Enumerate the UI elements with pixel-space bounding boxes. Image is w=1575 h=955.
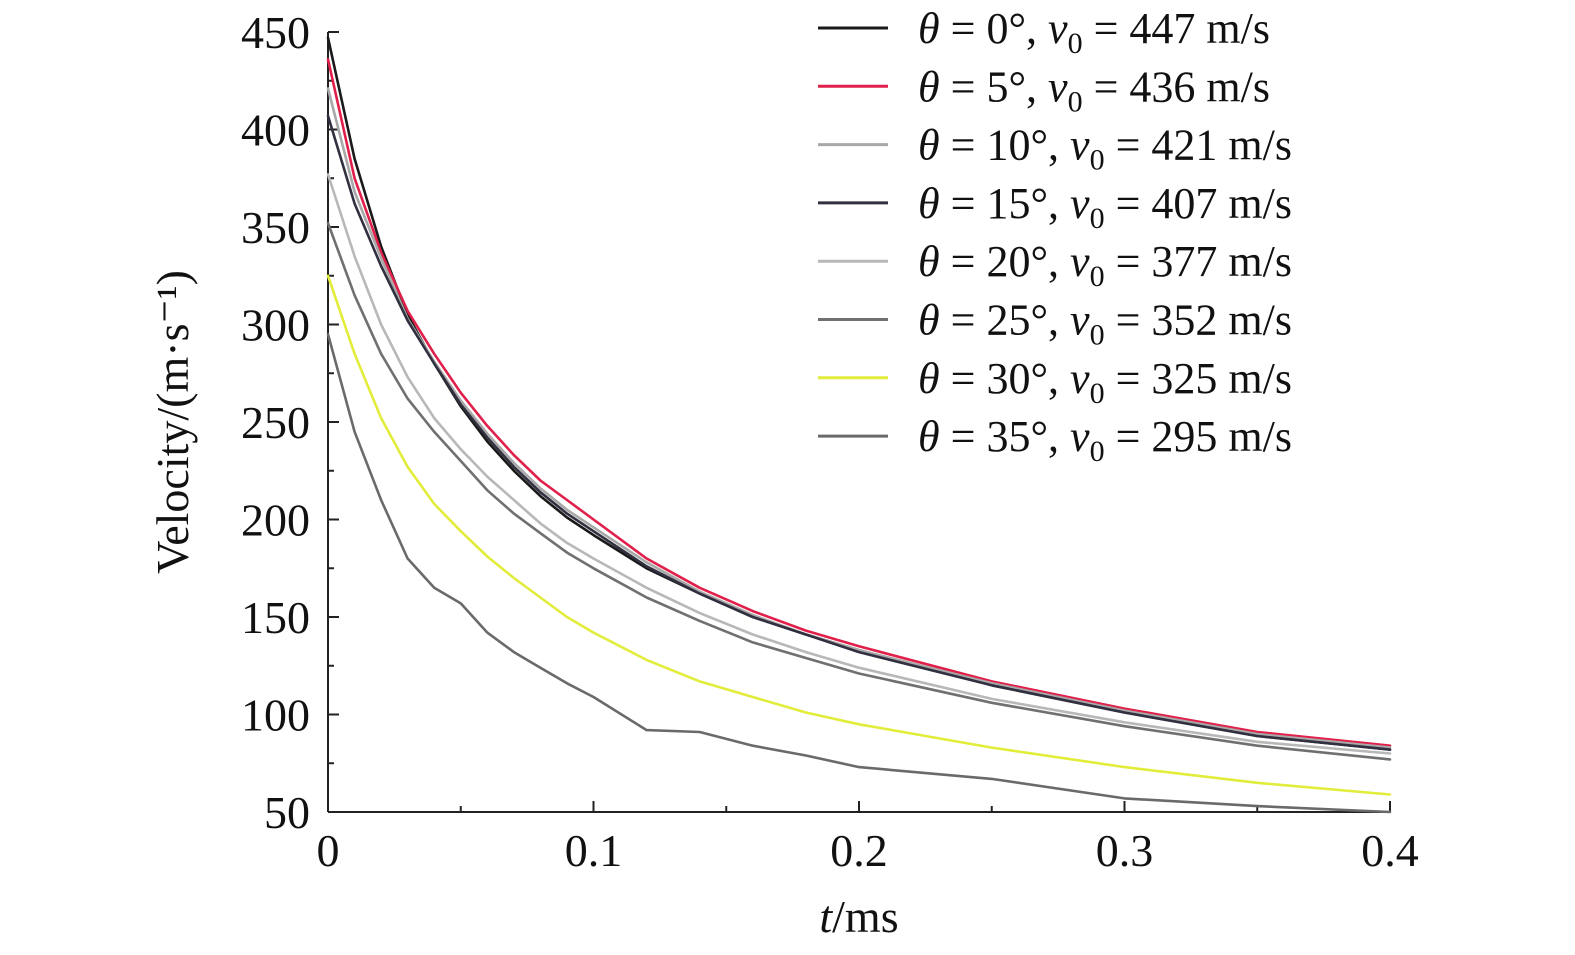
y-tick-label: 400 bbox=[241, 105, 310, 156]
series-line-4 bbox=[326, 173, 1392, 755]
series-line-6 bbox=[326, 274, 1392, 796]
legend-label-3: θ = 15°, v0 = 407 m/s bbox=[918, 179, 1292, 235]
x-tick-label: 0.1 bbox=[565, 825, 623, 876]
series-line-3 bbox=[326, 114, 1392, 751]
y-tick-label: 300 bbox=[241, 300, 310, 351]
y-tick-label: 200 bbox=[241, 495, 310, 546]
x-tick-label: 0.4 bbox=[1361, 825, 1419, 876]
y-axis-title: Velocity/(m·s⁻¹) bbox=[147, 270, 198, 574]
series-line-5 bbox=[326, 221, 1392, 761]
legend-label-1: θ = 5°, v0 = 436 m/s bbox=[918, 62, 1270, 118]
legend-label-5: θ = 25°, v0 = 352 m/s bbox=[918, 296, 1292, 352]
legend-label-6: θ = 30°, v0 = 325 m/s bbox=[918, 354, 1292, 410]
y-tick-label: 350 bbox=[241, 202, 310, 253]
legend: θ = 0°, v0 = 447 m/sθ = 5°, v0 = 436 m/s… bbox=[818, 4, 1292, 468]
legend-label-7: θ = 35°, v0 = 295 m/s bbox=[918, 412, 1292, 468]
x-tick-label: 0 bbox=[317, 825, 340, 876]
legend-label-2: θ = 10°, v0 = 421 m/s bbox=[918, 121, 1292, 177]
axes: 50 100 150 200 250 300 350 400 450 0 0.1 0.2 0.3 0.4 t… bbox=[147, 7, 1419, 942]
y-tick-label: 250 bbox=[241, 397, 310, 448]
legend-label-4: θ = 20°, v0 = 377 m/s bbox=[918, 237, 1292, 293]
x-tick-label: 0.2 bbox=[830, 825, 888, 876]
x-tick-label: 0.3 bbox=[1096, 825, 1154, 876]
series-layer bbox=[326, 36, 1392, 814]
y-tick-label: 150 bbox=[241, 592, 310, 643]
series-line-7 bbox=[326, 332, 1392, 814]
y-tick-label: 450 bbox=[241, 7, 310, 58]
x-axis-title: t/ms bbox=[819, 891, 898, 942]
legend-label-0: θ = 0°, v0 = 447 m/s bbox=[918, 4, 1270, 60]
y-tick-label: 100 bbox=[241, 690, 310, 741]
y-tick-label: 50 bbox=[264, 787, 310, 838]
series-line-1 bbox=[326, 57, 1392, 748]
